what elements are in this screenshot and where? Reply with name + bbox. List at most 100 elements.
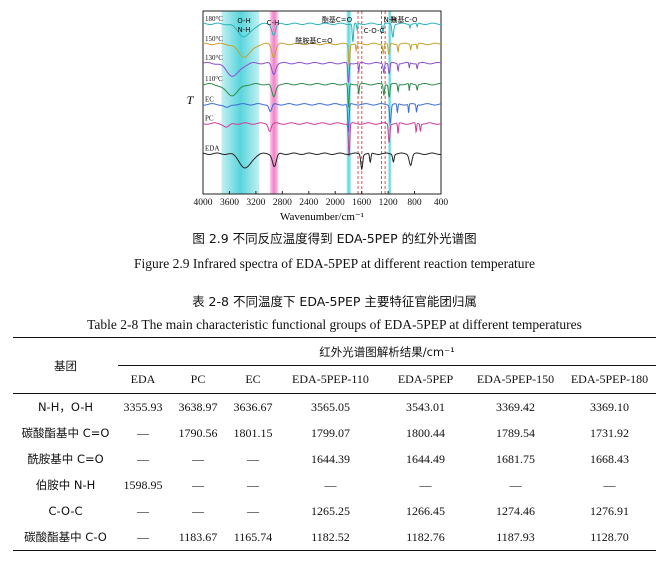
- table-cell: 1128.70: [563, 524, 656, 551]
- table-cell: 1265.25: [311, 503, 350, 518]
- table-cell: —: [137, 503, 149, 518]
- spectrum-line: [202, 42, 442, 67]
- table-row: C-O-C — — — 1265.25 1266.45 1274.46 1276.91: [13, 498, 656, 524]
- band-highlight: [221, 11, 260, 194]
- y-axis-label: T: [187, 93, 195, 107]
- table-cell: —: [509, 477, 522, 492]
- table-body: N-H，O-H 3355.93 3638.97 3636.67 3565.05 3543.…: [13, 394, 656, 551]
- band-label: N-H: [383, 16, 396, 24]
- x-axis-ticks: 4000 3600 3200 2800 2400 2000 1600 1200 800 400: [194, 191, 449, 208]
- spectrum-line: [202, 83, 441, 108]
- x-tick-label: 2400: [299, 198, 318, 208]
- table-cell: 1789.54: [496, 425, 535, 440]
- row-label: 碳酸酯基中 C-O: [13, 524, 118, 551]
- group-header: 基团: [13, 337, 118, 394]
- row-label: N-H，O-H: [37, 400, 94, 414]
- span-header: 红外光谱图解析结果/cm⁻¹: [118, 337, 656, 366]
- spectrum-line: [202, 152, 441, 171]
- x-tick-label: 4000: [194, 198, 213, 208]
- table-cell: 1681.75: [496, 451, 535, 466]
- figure-caption-en: Figure 2.9 Infrared spectra of EDA-5PEP …: [133, 256, 536, 271]
- table-cell: 1668.43: [590, 451, 629, 466]
- x-tick-label: 1200: [379, 198, 398, 208]
- band-highlight: [388, 11, 392, 194]
- table-cell: 1790.56: [178, 425, 218, 440]
- table-cell: 3543.01: [406, 399, 445, 414]
- column-header: PC: [168, 365, 228, 394]
- series-label: 130°C: [205, 54, 223, 62]
- table-cell: 1598.95: [123, 477, 163, 492]
- table-cell: 3565.05: [311, 399, 350, 414]
- table-cell: —: [247, 477, 259, 492]
- table-row: 碳酸酯基中 C-O —1183.67 1165.74 1182.52 1182.76 11…: [13, 524, 656, 551]
- x-tick-label: 3200: [246, 198, 265, 208]
- table-cell: 1644.39: [311, 451, 350, 466]
- x-tick-label: 800: [407, 198, 422, 208]
- spectrum-line: [202, 103, 441, 133]
- table-cell: 1276.91: [590, 503, 629, 518]
- column-header: EDA: [118, 365, 168, 394]
- table-cell: —: [192, 503, 204, 518]
- band-label: C-O-C: [364, 27, 385, 35]
- column-header: EC: [228, 365, 278, 394]
- table-caption-en: Table 2-8 The main characteristic functi…: [87, 317, 582, 332]
- table-cell: —: [192, 451, 204, 466]
- series-label: 110°C: [205, 75, 223, 83]
- table-cell: 1801.15: [233, 425, 273, 440]
- series-label: 150°C: [205, 35, 223, 43]
- table-cell: 3369.42: [496, 399, 535, 414]
- table-cell: 1187.93: [468, 524, 563, 551]
- x-tick-label: 2800: [273, 198, 292, 208]
- series-label: EDA: [205, 145, 219, 153]
- table-cell: 1182.52: [278, 524, 383, 551]
- table-cell: 1165.74: [228, 524, 278, 551]
- x-tick-label: 2000: [326, 198, 345, 208]
- table-cell: 1799.07: [311, 425, 350, 440]
- table-cell: 3369.10: [590, 399, 629, 414]
- series-labels: 180°C 150°C 130°C 110°C EC PC EDA: [205, 15, 223, 153]
- x-tick-label: 400: [434, 198, 449, 208]
- band-label: O-H: [237, 17, 251, 25]
- table-cell: 1274.46: [496, 503, 535, 518]
- x-tick-label: 3600: [220, 198, 239, 208]
- spectrum-line: [202, 122, 442, 157]
- band-label: 酯基C-O: [390, 15, 418, 24]
- row-label: 伯胺中 N-H: [35, 478, 96, 492]
- column-header: EDA-5PEP-180: [563, 365, 656, 394]
- table-cell: —: [419, 477, 432, 492]
- column-header: EDA-5PEP-110: [278, 365, 383, 394]
- table-cell: 3636.67: [233, 399, 273, 414]
- x-axis-label: Wavenumber/cm⁻¹: [280, 211, 364, 223]
- spectrum-line: [202, 61, 442, 83]
- column-header: EDA-5PEP: [383, 365, 468, 394]
- table-row: N-H，O-H 3355.93 3638.97 3636.67 3565.05 3543.…: [13, 394, 656, 421]
- table-row: 碳酸酯基中 C=O — 1790.56 1801.15 1799.07 1800.44 17…: [13, 420, 656, 446]
- spectra-series: [202, 22, 442, 171]
- table-caption-cn: 表 2-8 不同温度下 EDA-5PEP 主要特征官能团归属: [192, 294, 477, 309]
- table-cell: 1644.49: [406, 451, 445, 466]
- table-cell: —: [247, 503, 259, 518]
- table-header-row-1: 基团 红外光谱图解析结果/cm⁻¹: [13, 337, 656, 394]
- band-label: N-H: [237, 26, 250, 34]
- table-cell: —: [137, 425, 149, 440]
- table-header-row-2: EDA PC EC EDA-5PEP-110 EDA-5PEP EDA-5PEP-150 E…: [13, 365, 656, 394]
- band-label: 酰胺基C=O: [295, 36, 333, 45]
- series-label: 180°C: [205, 15, 223, 23]
- table-row: 伯胺中 N-H 1598.95 — — — — — —: [13, 472, 656, 498]
- table-cell: 3355.93: [123, 399, 163, 414]
- series-label: EC: [205, 95, 214, 103]
- table-cell: —: [192, 477, 204, 492]
- table-cell: 1800.44: [406, 425, 445, 440]
- figure-caption-cn: 图 2.9 不同反应温度得到 EDA-5PEP 的红外光谱图: [192, 231, 477, 246]
- row-label: C-O-C: [48, 504, 83, 518]
- table-cell: —: [118, 524, 168, 551]
- band-label: 酯基C=O: [322, 15, 353, 24]
- series-label: PC: [205, 115, 214, 123]
- column-header: EDA-5PEP-150: [468, 365, 563, 394]
- table-cell: —: [324, 477, 337, 492]
- spectrum-line: [203, 22, 441, 42]
- band-label: C-H: [267, 19, 280, 27]
- table-cell: 3638.97: [178, 399, 218, 414]
